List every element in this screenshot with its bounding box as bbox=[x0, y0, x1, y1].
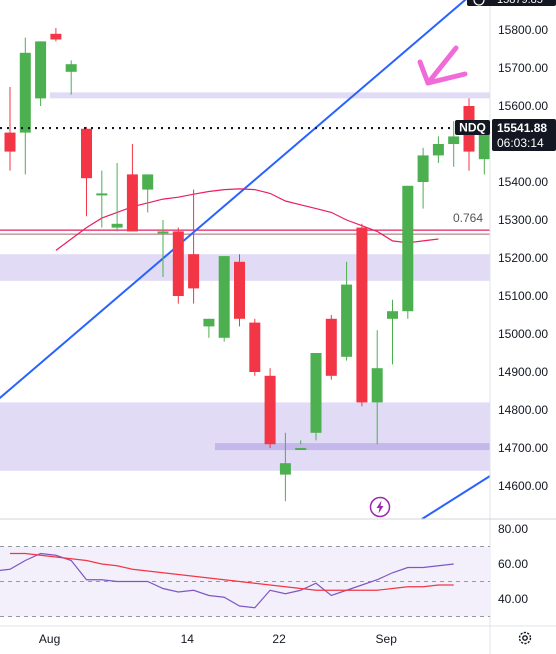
candle-up bbox=[371, 368, 383, 403]
resistance-band bbox=[50, 92, 490, 99]
price-tick-label: 15400.00 bbox=[498, 175, 548, 189]
date-tick-label: 22 bbox=[272, 632, 286, 646]
candle-up bbox=[478, 125, 490, 160]
candle-down bbox=[325, 318, 337, 376]
last-price-text: 15541.88 bbox=[497, 121, 547, 135]
candle-up bbox=[417, 155, 429, 182]
rsi-pane: 80.00 60.00 40.00 bbox=[0, 518, 556, 617]
date-tick-label: Sep bbox=[376, 632, 398, 646]
candle-down bbox=[264, 375, 276, 445]
zone-rect bbox=[0, 402, 490, 471]
symbol-tag-text: NDQ bbox=[459, 121, 486, 135]
candle-up bbox=[142, 174, 154, 190]
candle-up bbox=[218, 256, 230, 338]
candle-down bbox=[4, 132, 16, 152]
horizontal-lines: 0.764 bbox=[0, 211, 490, 235]
arrow-shaft bbox=[425, 71, 468, 86]
arrow-head-left bbox=[417, 59, 431, 86]
moving-average bbox=[55, 188, 439, 251]
rsi-line bbox=[0, 552, 454, 609]
top-cut-box bbox=[467, 0, 556, 6]
candle-down bbox=[234, 261, 245, 319]
trendline-secondary bbox=[421, 475, 491, 520]
settings-gear-icon[interactable] bbox=[516, 629, 534, 647]
price-tick-label: 15100.00 bbox=[498, 289, 548, 303]
candle-up bbox=[19, 52, 31, 133]
candle-up bbox=[341, 284, 353, 357]
candle-down bbox=[249, 322, 261, 372]
price-tick-label: 15600.00 bbox=[498, 99, 548, 113]
candle-down bbox=[188, 254, 200, 289]
annotations bbox=[417, 45, 468, 86]
candle-up bbox=[402, 185, 414, 312]
price-tick-label: 14900.00 bbox=[498, 365, 548, 379]
candle-up bbox=[35, 41, 47, 99]
candle-up bbox=[157, 231, 169, 234]
candle-up bbox=[279, 463, 291, 475]
candle-up bbox=[295, 448, 307, 450]
candle-down bbox=[356, 227, 368, 403]
candle-down bbox=[126, 174, 138, 232]
candle-up bbox=[203, 318, 215, 327]
price-tick-label: 14700.00 bbox=[498, 441, 548, 455]
candle-up bbox=[96, 193, 108, 196]
candle-down bbox=[172, 231, 184, 296]
arrow-head-right bbox=[425, 45, 459, 86]
rsi-tick-label: 40.00 bbox=[498, 592, 528, 606]
candle-down bbox=[50, 33, 62, 40]
price-tick-label: 15700.00 bbox=[498, 61, 548, 75]
rsi-tick-label: 60.00 bbox=[498, 557, 528, 571]
fib-label: 0.764 bbox=[453, 211, 483, 225]
price-axis[interactable]: 15800.0015700.0015600.0015500.0015400.00… bbox=[455, 0, 556, 654]
candle-down bbox=[81, 128, 92, 179]
date-tick-label: Aug bbox=[39, 632, 60, 646]
rsi-signal-line bbox=[10, 552, 454, 591]
trendline-main bbox=[0, 0, 467, 400]
price-tick-label: 15000.00 bbox=[498, 327, 548, 341]
candle-up bbox=[432, 144, 444, 156]
lightning-icon[interactable] bbox=[369, 496, 391, 518]
date-axis[interactable]: Aug 14 22 Sep bbox=[0, 625, 556, 646]
date-tick-label: 14 bbox=[181, 632, 195, 646]
symbol-tag bbox=[455, 120, 490, 135]
price-tag bbox=[492, 119, 556, 151]
candle-up bbox=[387, 311, 398, 319]
support-band bbox=[215, 443, 490, 451]
trend-lines bbox=[0, 0, 491, 520]
price-tick-label: 15300.00 bbox=[498, 213, 548, 227]
top-cut-label: 15879.85 bbox=[497, 0, 543, 6]
price-tick-label: 15800.00 bbox=[498, 23, 548, 37]
rsi-tick-label: 80.00 bbox=[498, 522, 528, 536]
price-tick-label: 14600.00 bbox=[498, 479, 548, 493]
price-tick-label: 15200.00 bbox=[498, 251, 548, 265]
candle-up bbox=[111, 223, 123, 228]
ma-line bbox=[55, 188, 439, 251]
candles bbox=[4, 28, 490, 502]
candle-up bbox=[65, 64, 77, 72]
countdown-text: 06:03:14 bbox=[497, 136, 544, 150]
info-icon bbox=[473, 0, 485, 6]
price-tick-label: 14800.00 bbox=[498, 403, 548, 417]
candle-up bbox=[448, 136, 460, 144]
candle-up bbox=[310, 353, 322, 433]
